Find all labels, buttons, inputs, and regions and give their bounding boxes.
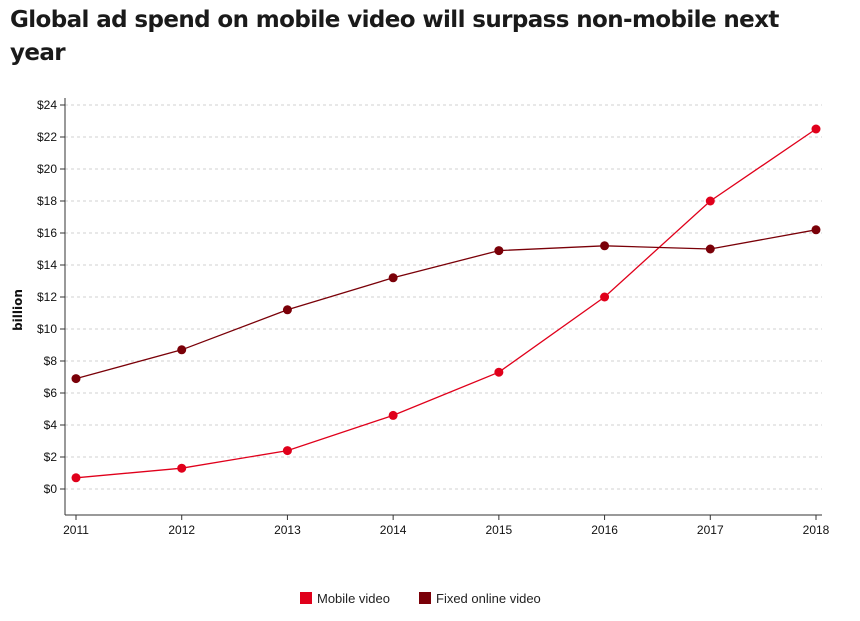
data-point-mobile-video [282,446,292,456]
y-tick-label: $24 [37,98,57,112]
x-tick-label: 2014 [380,523,407,537]
x-tick-label: 2017 [697,523,724,537]
data-point-mobile-video [600,292,610,302]
x-tick-label: 2013 [274,523,301,537]
axes [64,98,822,516]
gridlines [65,104,822,490]
x-tick-label: 2012 [168,523,195,537]
data-point-fixed-online-video [388,273,398,283]
data-point-mobile-video [494,367,504,377]
y-axis-label: billion [11,289,25,331]
data-point-fixed-online-video [811,225,821,235]
data-point-fixed-online-video [71,374,81,384]
data-point-fixed-online-video [282,305,292,315]
y-tick-label: $6 [44,386,58,400]
data-point-fixed-online-video [705,244,715,254]
data-point-mobile-video [705,196,715,206]
x-tick-label: 2016 [591,523,618,537]
chart-title: Global ad spend on mobile video will sur… [10,7,779,66]
series-line-fixed-online-video [75,229,817,380]
data-point-fixed-online-video [177,345,187,355]
series-points [71,124,821,483]
legend: Mobile video Fixed online video [300,591,541,606]
y-tick-label: $16 [37,226,57,240]
y-tick-label: $22 [37,130,57,144]
y-tick-label: $10 [37,322,57,336]
series-line-mobile-video [75,128,817,479]
data-point-fixed-online-video [600,241,610,251]
y-tick-label: $18 [37,194,57,208]
y-tick-label: $12 [37,290,57,304]
legend-label: Mobile video [317,591,390,606]
data-point-mobile-video [811,124,821,134]
y-tick-label: $4 [44,418,58,432]
x-tick-label: 2018 [803,523,830,537]
x-axis-ticks: 2011 2012 2013 2014 2015 2016 2017 2018 [63,515,830,537]
legend-swatch [419,592,431,604]
data-point-mobile-video [177,463,187,473]
data-point-mobile-video [71,473,81,483]
y-axis-ticks: $0 $2 $4 $6 $8 $10 $12 $14 $16 $18 $20 $22 $24 [37,98,65,496]
x-tick-label: 2011 [63,523,89,537]
data-point-mobile-video [388,410,398,420]
y-tick-label: $20 [37,162,57,176]
series-lines [75,128,817,479]
y-tick-label: $0 [44,482,58,496]
data-point-fixed-online-video [494,246,504,256]
y-tick-label: $14 [37,258,57,272]
legend-swatch [300,592,312,604]
legend-label: Fixed online video [436,591,541,606]
y-tick-label: $8 [44,354,58,368]
y-tick-label: $2 [44,450,58,464]
x-tick-label: 2015 [486,523,513,537]
